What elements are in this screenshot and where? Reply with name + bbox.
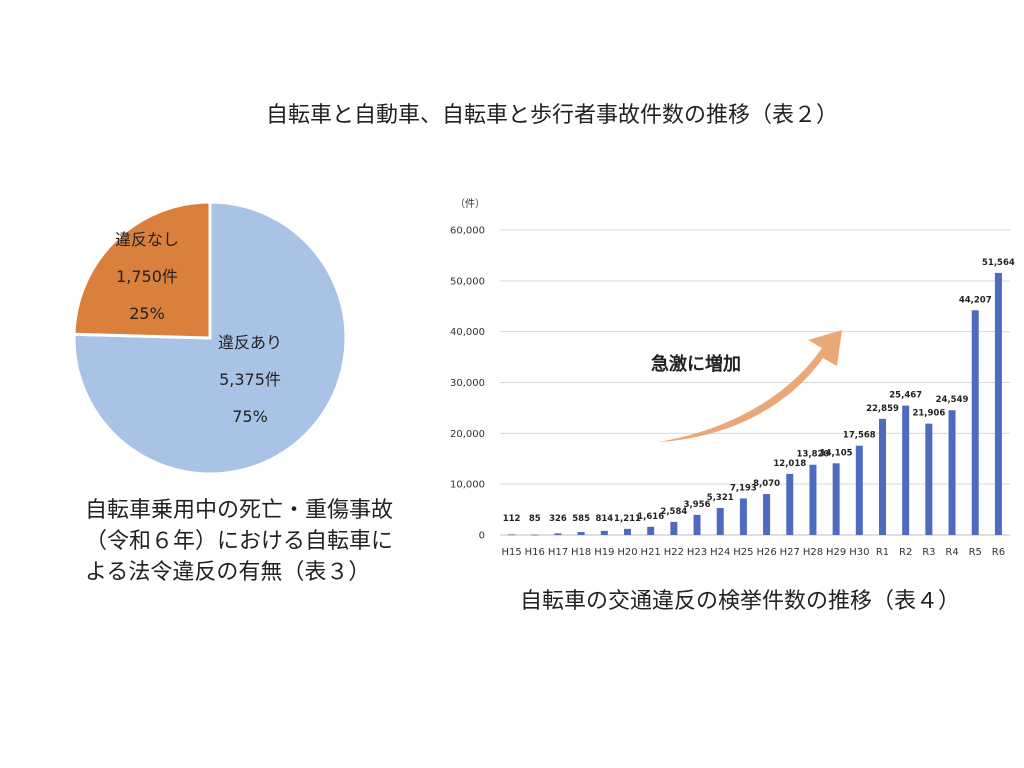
bar-H30: [855, 445, 863, 535]
bar-value-label: 1,211: [614, 514, 641, 524]
bar-chart: （件） 0 10,000 20,000 30,000 40,000 50,000 60,000…: [450, 198, 1015, 558]
bar-R6: [994, 272, 1002, 535]
y-tick-label: 30,000: [450, 378, 485, 389]
x-tick-label: H16: [525, 547, 545, 558]
bar-value-label: 2,584: [660, 507, 687, 517]
x-tick-label: H19: [594, 547, 614, 558]
y-tick-label: 10,000: [450, 480, 485, 491]
bar-value-label: 13,820: [797, 450, 830, 460]
bar-value-label: 24,549: [936, 395, 969, 405]
pie-slice-count-1: 1,750件: [116, 267, 178, 286]
bar-value-label: 21,906: [912, 409, 945, 419]
x-tick-label: H29: [826, 547, 846, 558]
bar-value-label: 22,859: [866, 404, 899, 414]
x-tick-label: H27: [780, 547, 800, 558]
bar-value-label: 51,564: [982, 258, 1015, 268]
pie-slice-count-0: 5,375件: [219, 370, 281, 389]
y-tick-label: 50,000: [450, 276, 485, 287]
bar-H16: [531, 534, 539, 536]
pie-slice-percent-1: 25%: [129, 304, 165, 323]
trend-arrow: [658, 330, 842, 442]
bar-H18: [577, 532, 585, 535]
x-tick-label: H15: [501, 547, 521, 558]
bar-value-label: 25,467: [889, 391, 922, 401]
pie-slice-1: [72, 200, 212, 340]
bar-value-label: 1,616: [637, 512, 664, 522]
pie-caption: 自転車乗用中の死亡・重傷事故（令和６年）における自転車による法令違反の有無（表３…: [85, 498, 394, 585]
bar-value-label: 14,105: [820, 448, 853, 458]
slide-title: 自転車と自動車、自転車と歩行者事故件数の推移（表２）: [265, 103, 838, 128]
y-tick-label: 20,000: [450, 429, 485, 440]
x-tick-label: R6: [992, 547, 1005, 558]
bar-H22: [670, 521, 678, 535]
bar-caption: 自転車の交通違反の検挙件数の推移（表４）: [519, 589, 960, 614]
bar-H17: [554, 533, 562, 535]
x-tick-label: H28: [803, 547, 823, 558]
y-unit-label: （件）: [455, 198, 485, 210]
bar-value-label: 112: [503, 514, 521, 524]
x-tick-label: R1: [876, 547, 889, 558]
pie-slice-label-0: 違反あり: [218, 333, 282, 352]
x-tick-label: H21: [641, 547, 661, 558]
bar-H20: [624, 528, 631, 535]
bar-value-label: 17,568: [843, 431, 876, 441]
bar-R4: [948, 410, 956, 535]
y-tick-label: 40,000: [450, 327, 485, 338]
bar-value-label: 44,207: [959, 295, 992, 305]
x-tick-label: R4: [945, 547, 958, 558]
x-tick-label: H25: [733, 547, 753, 558]
x-tick-label: H26: [756, 547, 776, 558]
y-tick-label: 60,000: [450, 226, 485, 237]
trend-annotation: 急激に増加: [651, 353, 741, 375]
bar-R1: [879, 418, 886, 535]
bar-value-label: 7,193: [730, 483, 757, 493]
bar-value-label: 3,956: [684, 500, 711, 510]
bar-H28: [809, 464, 817, 535]
bar-R5: [971, 310, 979, 535]
bar-value-label: 814: [595, 514, 613, 524]
x-tick-label: H30: [849, 547, 869, 558]
bar-H19: [600, 530, 608, 535]
bar-value-label: 5,321: [707, 493, 734, 503]
bar-value-label: 585: [572, 514, 590, 524]
pie-slice-label-1: 違反なし: [115, 230, 179, 249]
bar-R3: [925, 423, 933, 535]
bar-H26: [763, 493, 771, 535]
x-tick-label: H17: [548, 547, 568, 558]
x-tick-label: R5: [969, 547, 982, 558]
x-tick-label: H20: [617, 547, 637, 558]
bar-R2: [902, 405, 910, 535]
x-tick-label: H24: [710, 547, 730, 558]
bar-H21: [647, 526, 655, 535]
y-tick-label: 0: [479, 531, 485, 542]
bar-value-label: 12,018: [773, 459, 806, 469]
x-tick-label: H18: [571, 547, 591, 558]
x-tick-label: H22: [664, 547, 684, 558]
bar-H23: [693, 514, 701, 535]
bar-H29: [832, 463, 840, 535]
x-tick-label: R3: [922, 547, 935, 558]
bar-value-label: 85: [529, 514, 541, 524]
bar-H27: [786, 473, 794, 535]
bar-H15: [508, 534, 516, 536]
x-tick-label: H23: [687, 547, 707, 558]
bar-H25: [739, 498, 747, 535]
pie-chart: 違反あり 5,375件 75% 違反なし 1,750件 25%: [72, 200, 348, 476]
pie-slice-percent-0: 75%: [232, 407, 268, 426]
x-tick-label: R2: [899, 547, 912, 558]
bar-value-label: 326: [549, 514, 567, 524]
bar-H24: [716, 507, 724, 535]
bar-value-label: 8,070: [753, 479, 780, 489]
